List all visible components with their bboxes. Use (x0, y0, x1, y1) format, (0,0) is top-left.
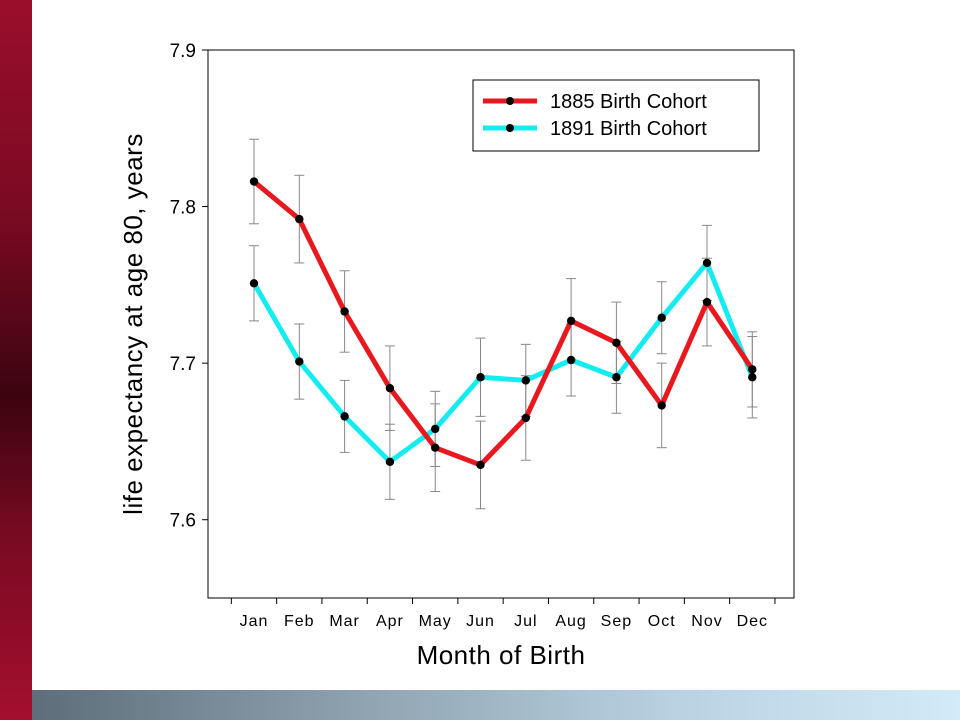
data-point (612, 338, 621, 347)
y-axis: 7.6 7.7 7.8 7.9 (170, 41, 208, 532)
error-bars (249, 138, 758, 510)
series-line (251, 258, 755, 466)
data-point (657, 401, 666, 410)
data-point (748, 365, 757, 374)
x-tick-label: May (419, 613, 452, 630)
x-tick-label: Apr (376, 613, 404, 630)
data-point (295, 214, 304, 224)
bottom-decorative-bar (32, 690, 960, 720)
x-axis: Jan Feb Mar Apr May Jun Jul Aug Sep Oct Nov Dec (230, 598, 776, 630)
data-point (476, 460, 485, 470)
legend: 1885 Birth Cohort 1891 Birth Cohort (472, 79, 760, 152)
x-tick-label: Oct (648, 613, 676, 630)
y-tick-label: 7.8 (170, 198, 196, 219)
y-tick-label: 7.7 (170, 354, 196, 375)
data-point (385, 457, 395, 466)
series-points (249, 177, 757, 470)
data-point (295, 357, 304, 366)
y-tick-label: 7.6 (170, 511, 196, 532)
legend-label: 1885 Birth Cohort (550, 91, 707, 113)
x-tick-label: Sep (601, 613, 632, 630)
x-tick-label: Jun (466, 613, 495, 630)
series-lines (251, 179, 755, 468)
x-tick-label: Feb (284, 613, 315, 630)
data-point (249, 279, 259, 288)
left-decorative-bar (0, 0, 32, 720)
data-point (521, 376, 530, 385)
x-tick-label: Nov (691, 613, 722, 630)
data-point (340, 307, 349, 316)
legend-marker (506, 124, 514, 132)
y-axis-title: life expectancy at age 80, years (118, 133, 148, 515)
data-point (657, 313, 666, 322)
data-point (566, 355, 576, 365)
data-point (521, 413, 530, 423)
data-point (249, 177, 259, 186)
legend-box (472, 79, 760, 152)
x-tick-label: Jul (514, 613, 537, 630)
legend-marker (506, 97, 514, 105)
x-axis-title: Month of Birth (417, 640, 586, 670)
data-point (748, 373, 757, 382)
x-tick-label: Dec (737, 613, 768, 630)
plot-frame (207, 49, 795, 599)
data-point (566, 316, 576, 326)
x-tick-label: Aug (555, 613, 586, 630)
data-point (385, 383, 395, 393)
data-point (612, 373, 621, 382)
legend-label: 1891 Birth Cohort (550, 118, 707, 140)
data-point (431, 443, 440, 452)
y-tick-label: 7.9 (170, 41, 196, 62)
data-point (702, 258, 712, 268)
x-tick-label: Mar (329, 613, 360, 630)
x-tick-label: Jan (240, 613, 269, 630)
data-point (702, 297, 712, 307)
series-line (252, 179, 755, 468)
data-point (476, 373, 485, 382)
data-point (431, 424, 440, 434)
data-point (340, 412, 349, 421)
